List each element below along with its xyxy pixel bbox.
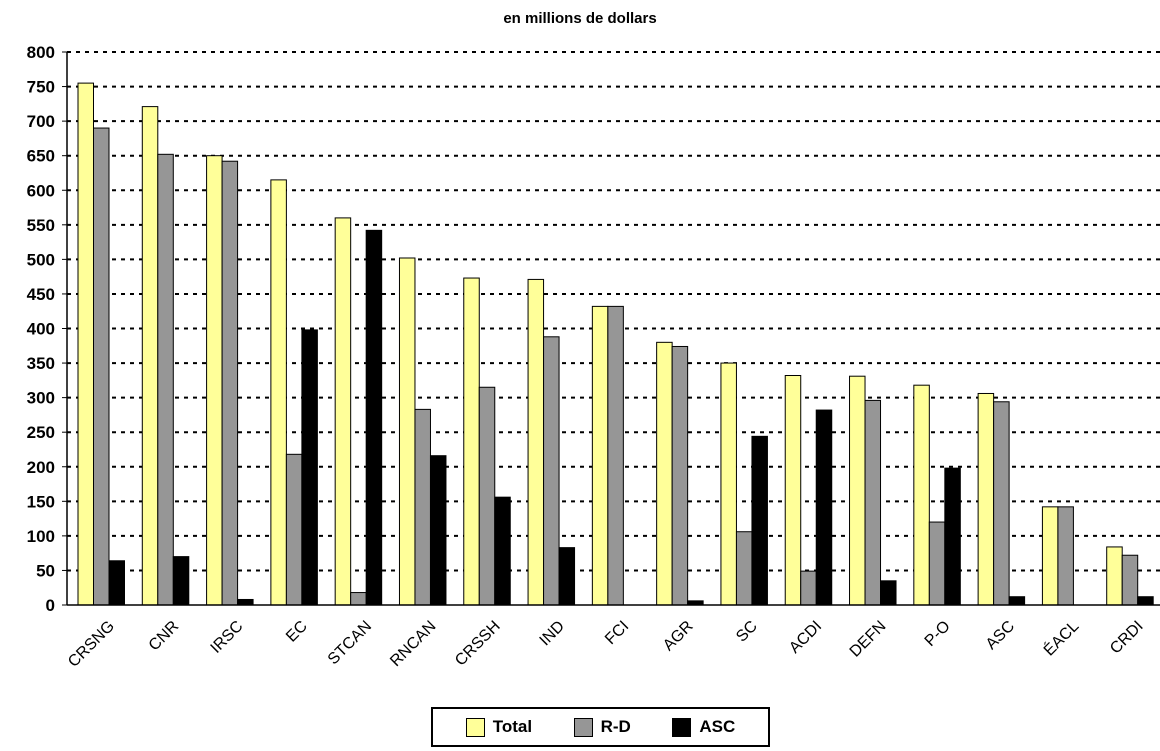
bar-total-rncan <box>398 257 416 606</box>
y-tick-label: 800 <box>27 43 55 62</box>
bar-asc-acdi <box>815 409 833 606</box>
x-tick-label: STCAN <box>325 618 375 668</box>
bar-r-d-fci <box>607 305 624 606</box>
bar-r-d-ind <box>543 336 560 606</box>
bar-asc-sc <box>751 435 768 606</box>
legend-label-total: Total <box>492 717 533 736</box>
legend-swatch-r-d <box>573 717 593 737</box>
x-tick-label: ACDI <box>786 618 825 657</box>
x-tick-label: CNR <box>146 618 183 655</box>
bar-total-defn <box>849 375 866 606</box>
y-tick-label: 200 <box>27 458 55 477</box>
x-tick-label: ÉACL <box>1039 616 1082 659</box>
y-tick-label: 100 <box>27 527 55 546</box>
x-axis-labels: CRSNG CNR IRSC EC STCAN RNCAN CRSSH IND FCI AGR SC… <box>65 616 1147 670</box>
y-tick-label: 750 <box>27 78 55 97</box>
y-tick-label: 50 <box>36 561 55 580</box>
bar-asc-cnr <box>172 556 190 606</box>
bar-total-p-o <box>913 384 930 606</box>
x-tick-label: AGR <box>660 618 697 655</box>
bar-r-d-sc <box>735 531 753 606</box>
x-tick-label: CRSSH <box>452 618 504 670</box>
y-tick-label: 400 <box>27 320 55 339</box>
x-tick-label: P-O <box>922 618 954 650</box>
bar-r-d-ec <box>285 453 303 606</box>
bar-r-d-irsc <box>221 160 239 606</box>
bar-asc-p-o <box>944 467 961 606</box>
bar-r-d--acl <box>1057 506 1074 606</box>
y-tick-label: 600 <box>27 181 55 200</box>
bar-chart: 0 50 100 150 200 250 300 350 400 450 500 550 600 650 7… <box>27 43 1160 671</box>
y-tick-label: 150 <box>27 492 55 511</box>
bar-asc-asc <box>1008 596 1026 606</box>
bar-total-acdi <box>784 375 802 606</box>
bar-r-d-p-o <box>928 521 946 606</box>
bar-asc-ind <box>558 547 576 606</box>
bar-total-stcan <box>334 217 352 606</box>
bar-asc-crssh <box>494 496 511 606</box>
y-tick-label: 550 <box>27 216 55 235</box>
bar-r-d-agr <box>671 345 689 606</box>
x-tick-label: DEFN <box>847 618 890 661</box>
bar-total-ec <box>270 179 287 606</box>
x-tick-label: IRSC <box>208 618 247 657</box>
bar-total-sc <box>720 362 737 606</box>
x-tick-label: CRSNG <box>65 618 118 671</box>
x-tick-label: CRDI <box>1107 618 1147 658</box>
bar-r-d-crssh <box>478 386 496 606</box>
bar-r-d-cnr <box>157 153 174 606</box>
legend-swatch-asc <box>672 717 692 737</box>
bar-asc-stcan <box>365 229 383 606</box>
bar-r-d-rncan <box>414 408 431 606</box>
x-tick-label: EC <box>283 618 311 646</box>
y-tick-label: 300 <box>27 389 55 408</box>
x-tick-label: RNCAN <box>387 618 439 670</box>
bar-total-ind <box>527 278 545 606</box>
y-tick-label: 700 <box>27 112 55 131</box>
bar-total-cnr <box>141 106 159 606</box>
x-tick-label: FCI <box>602 618 632 648</box>
bar-total-agr <box>656 341 673 606</box>
bar-total-crdi <box>1106 546 1123 606</box>
bar-r-d-crdi <box>1121 554 1139 606</box>
bar-r-d-asc <box>993 401 1010 606</box>
bar-total-asc <box>977 392 995 606</box>
bar-r-d-defn <box>864 399 882 606</box>
y-tick-label: 450 <box>27 285 55 304</box>
bars <box>77 82 1154 606</box>
bar-total-fci <box>591 305 609 606</box>
x-tick-label: IND <box>537 618 569 650</box>
legend-label-asc: ASC <box>699 717 736 736</box>
chart-title: en millions de dollars <box>503 10 657 27</box>
bar-r-d-stcan <box>350 592 367 606</box>
bar-asc-irsc <box>237 598 254 606</box>
legend-swatch-total <box>465 717 485 737</box>
bar-asc-crdi <box>1137 596 1154 606</box>
legend: Total R-D ASC <box>431 707 770 747</box>
bar-asc-ec <box>301 329 318 606</box>
legend-item-total: Total <box>465 717 533 737</box>
y-tick-label: 0 <box>46 596 55 615</box>
legend-item-r-d: R-D <box>573 717 631 737</box>
y-tick-label: 500 <box>27 250 55 269</box>
y-axis-ticks: 0 50 100 150 200 250 300 350 400 450 500 550 600 650 7… <box>27 43 67 615</box>
y-tick-label: 350 <box>27 354 55 373</box>
legend-item-asc: ASC <box>672 717 735 737</box>
bar-r-d-crsng <box>93 127 110 606</box>
y-tick-label: 250 <box>27 423 55 442</box>
bar-asc-defn <box>880 580 897 606</box>
axes <box>66 52 1160 606</box>
x-tick-label: ASC <box>983 618 1018 653</box>
bar-r-d-acdi <box>800 570 817 606</box>
y-tick-label: 650 <box>27 147 55 166</box>
legend-label-r-d: R-D <box>600 717 631 736</box>
bar-asc-crsng <box>108 560 125 606</box>
bar-total-crssh <box>463 277 480 606</box>
bar-total-crsng <box>77 82 94 606</box>
x-tick-label: SC <box>733 618 761 646</box>
bar-asc-rncan <box>429 455 447 606</box>
bar-total-irsc <box>206 155 223 606</box>
bar-total--acl <box>1041 506 1059 606</box>
